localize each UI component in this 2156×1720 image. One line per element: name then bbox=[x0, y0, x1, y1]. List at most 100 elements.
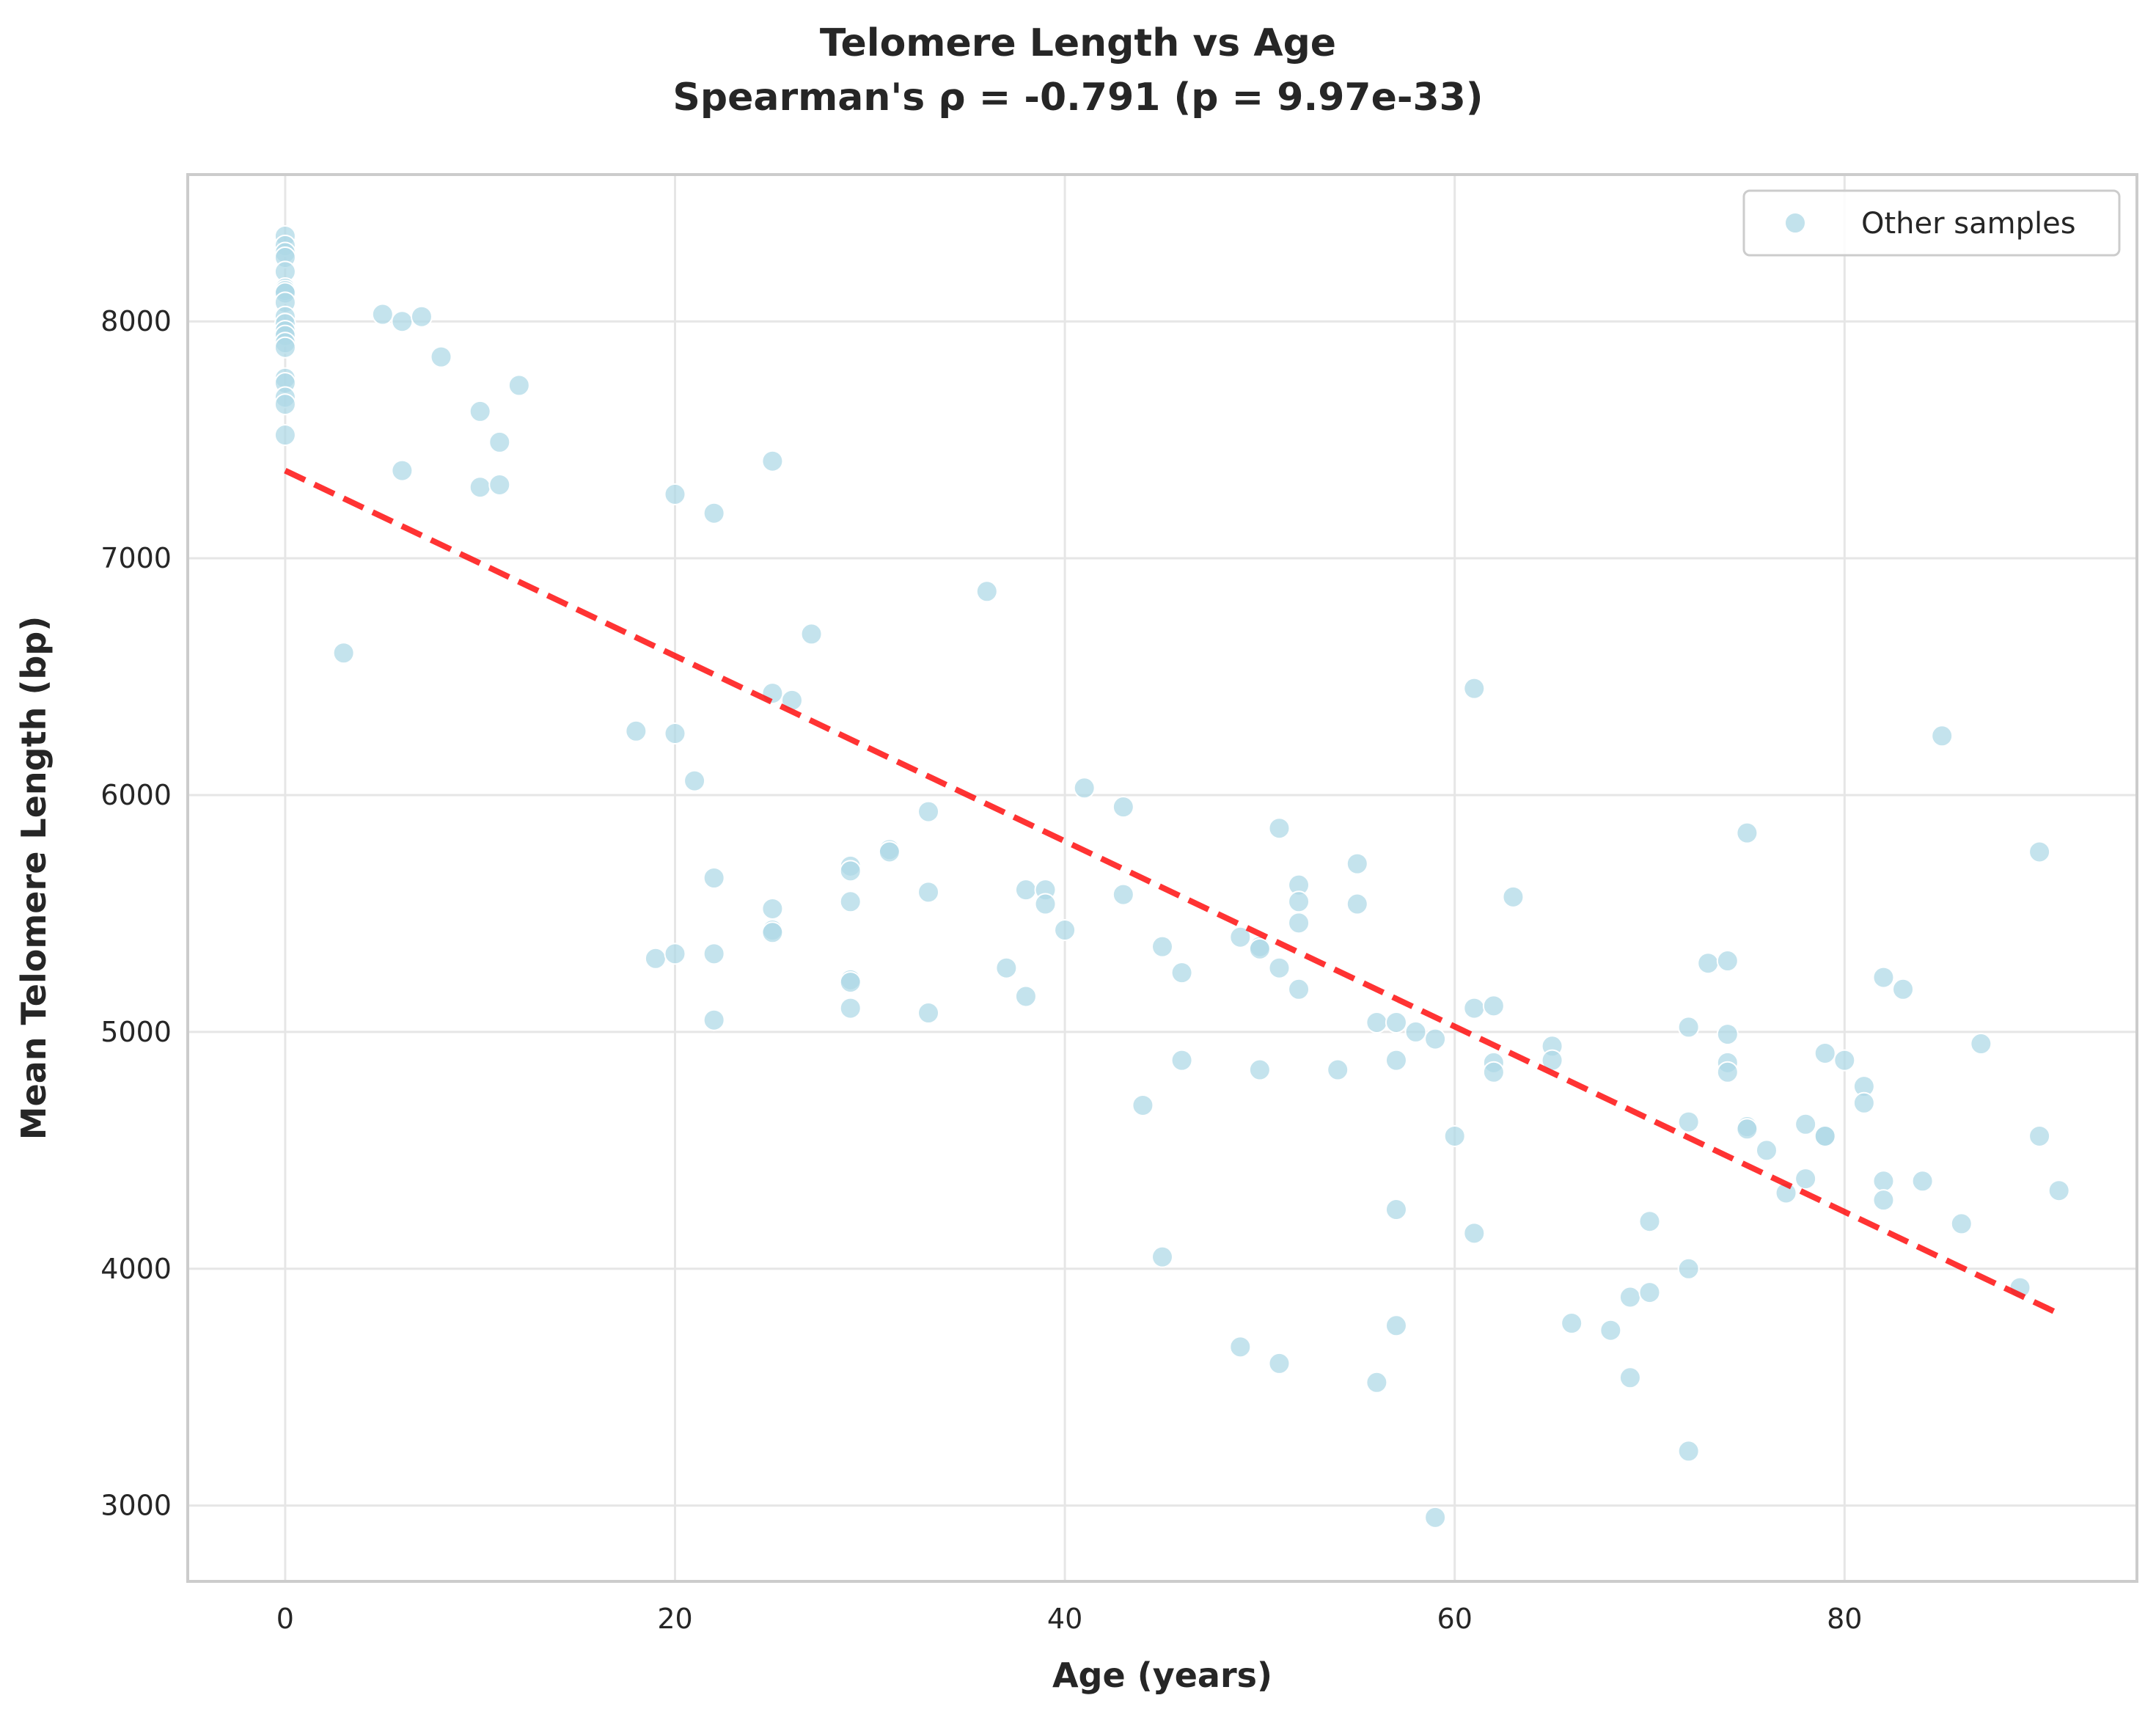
data-point bbox=[1170, 1049, 1193, 1072]
data-point bbox=[332, 642, 355, 665]
data-point bbox=[1365, 1371, 1388, 1394]
data-point bbox=[1385, 1011, 1407, 1033]
data-point bbox=[1638, 1281, 1661, 1304]
data-point bbox=[839, 890, 862, 913]
data-point bbox=[839, 860, 862, 882]
grid-lines bbox=[188, 175, 2137, 1581]
data-point bbox=[391, 310, 414, 333]
y-axis-ticks: 3000 4000 5000 6000 7000 8000 bbox=[100, 305, 172, 1521]
data-point bbox=[1736, 821, 1759, 844]
data-point bbox=[274, 336, 296, 359]
data-point bbox=[1697, 952, 1720, 975]
data-point bbox=[1618, 1366, 1641, 1389]
data-point bbox=[1463, 677, 1486, 700]
data-point bbox=[1794, 1113, 1817, 1135]
trend-line bbox=[284, 468, 2061, 1317]
data-point bbox=[1112, 796, 1134, 819]
data-point bbox=[995, 956, 1018, 979]
data-point bbox=[761, 921, 784, 944]
data-point bbox=[1794, 1168, 1817, 1190]
y-axis-label: Mean Telomere Length (bp) bbox=[14, 616, 54, 1140]
data-point bbox=[1229, 926, 1252, 948]
plot-area bbox=[188, 175, 2137, 1581]
data-point bbox=[917, 881, 940, 904]
data-point bbox=[1288, 912, 1310, 934]
data-point bbox=[507, 374, 530, 397]
data-point bbox=[703, 1009, 725, 1031]
data-point bbox=[1151, 935, 1173, 958]
data-point bbox=[1716, 1023, 1739, 1046]
data-point bbox=[1424, 1506, 1447, 1529]
data-point bbox=[274, 393, 296, 416]
data-point bbox=[1248, 1058, 1271, 1081]
data-point bbox=[703, 502, 725, 524]
data-point bbox=[1872, 966, 1895, 989]
data-point bbox=[371, 303, 394, 326]
data-point bbox=[1872, 1170, 1895, 1193]
data-point bbox=[1970, 1033, 1992, 1055]
x-axis-ticks: 0 20 40 60 80 bbox=[276, 1603, 1863, 1635]
data-point bbox=[1911, 1170, 1934, 1193]
data-point bbox=[839, 997, 862, 1020]
data-point bbox=[410, 305, 433, 328]
data-point bbox=[1561, 1312, 1583, 1335]
data-point bbox=[469, 400, 491, 422]
data-point bbox=[1268, 956, 1291, 979]
data-point bbox=[839, 971, 862, 994]
data-point bbox=[1014, 879, 1037, 901]
data-point bbox=[1677, 1016, 1700, 1039]
data-point bbox=[800, 623, 823, 645]
data-point bbox=[1385, 1198, 1407, 1221]
data-point bbox=[488, 431, 511, 453]
data-point bbox=[683, 769, 706, 792]
data-point bbox=[1443, 1124, 1466, 1147]
data-point bbox=[1599, 1319, 1622, 1342]
data-point bbox=[391, 459, 414, 482]
data-point bbox=[1716, 950, 1739, 973]
data-point bbox=[1268, 1352, 1291, 1375]
data-point bbox=[1346, 893, 1368, 915]
data-point bbox=[917, 1002, 940, 1025]
x-tick-label: 40 bbox=[1047, 1603, 1082, 1635]
data-point bbox=[1248, 937, 1271, 960]
data-point bbox=[1151, 1245, 1173, 1268]
legend-label: Other samples bbox=[1861, 207, 2076, 241]
data-point bbox=[664, 483, 686, 505]
data-point bbox=[1852, 1091, 1875, 1114]
data-point bbox=[1385, 1314, 1407, 1337]
data-point bbox=[1618, 1286, 1641, 1309]
data-point bbox=[975, 580, 998, 603]
data-point bbox=[1327, 1058, 1349, 1081]
data-point bbox=[1170, 962, 1193, 984]
y-tick-label: 5000 bbox=[100, 1016, 172, 1048]
data-point bbox=[1755, 1139, 1778, 1162]
data-point bbox=[664, 722, 686, 745]
plot-frame bbox=[186, 173, 2138, 1583]
y-tick-label: 4000 bbox=[100, 1253, 172, 1285]
data-point bbox=[1677, 1110, 1700, 1133]
data-point bbox=[761, 450, 784, 472]
data-point bbox=[2028, 841, 2051, 863]
data-point bbox=[1716, 1061, 1739, 1083]
data-point bbox=[1463, 997, 1486, 1020]
data-point bbox=[1112, 883, 1134, 906]
data-point bbox=[1814, 1124, 1836, 1147]
legend-marker bbox=[1784, 212, 1806, 234]
data-point bbox=[1677, 1257, 1700, 1280]
data-point bbox=[1365, 1011, 1388, 1033]
data-point bbox=[1288, 890, 1310, 913]
data-point bbox=[1892, 978, 1915, 1000]
data-point bbox=[703, 867, 725, 889]
data-point bbox=[1463, 1222, 1486, 1245]
data-point bbox=[430, 345, 452, 368]
data-point bbox=[917, 800, 940, 823]
data-point bbox=[1054, 919, 1077, 942]
x-axis-label: Age (years) bbox=[1052, 1655, 1272, 1695]
data-point bbox=[1736, 1118, 1759, 1141]
data-point bbox=[2047, 1179, 2070, 1202]
chart-title: Telomere Length vs Age bbox=[820, 21, 1336, 65]
data-point bbox=[625, 720, 648, 742]
data-point bbox=[1502, 885, 1525, 908]
data-point bbox=[703, 943, 725, 965]
data-point bbox=[1385, 1049, 1407, 1072]
